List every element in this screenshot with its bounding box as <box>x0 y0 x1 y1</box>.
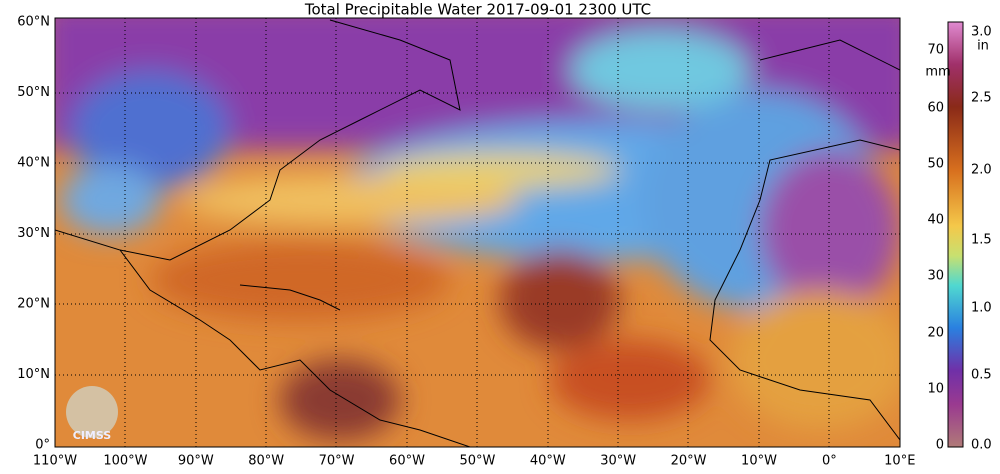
lat-label: 0° <box>35 438 50 453</box>
lon-label: 100°W <box>103 454 147 469</box>
lon-label: 10°W <box>741 454 777 469</box>
mm-label: 50 <box>927 157 944 172</box>
in-label: 1.0 <box>971 301 992 316</box>
lon-label: 90°W <box>178 454 214 469</box>
colorbar-mm-unit: mm <box>925 65 950 80</box>
in-label: 3.0 <box>971 25 992 40</box>
lon-label: 40°W <box>530 454 566 469</box>
mm-label: 40 <box>927 213 944 228</box>
mm-label: 10 <box>927 382 944 397</box>
lat-label: 10°N <box>17 367 50 382</box>
lon-labels: 110°W 100°W 90°W 80°W 70°W 60°W 50°W 40°W 30°W 20… <box>33 454 916 469</box>
lon-label: 60°W <box>389 454 425 469</box>
lat-label: 20°N <box>17 297 50 312</box>
lon-label: 0° <box>822 454 837 469</box>
lon-label: 50°W <box>459 454 495 469</box>
mm-label: 30 <box>927 269 944 284</box>
lon-label: 80°W <box>248 454 284 469</box>
lon-label: 70°W <box>319 454 355 469</box>
graticule <box>55 18 900 447</box>
colorbar <box>947 21 964 448</box>
lat-label: 40°N <box>17 156 50 171</box>
lat-labels: 60°N 50°N 40°N 30°N 20°N 10°N 0° <box>17 15 50 453</box>
lon-label: 10°E <box>884 454 915 469</box>
mm-label: 20 <box>927 326 944 341</box>
logo-text: CIMSS <box>73 429 112 442</box>
tpw-field: CIMSS <box>55 18 900 447</box>
in-label: 2.0 <box>971 163 992 178</box>
in-label: 1.5 <box>971 233 992 248</box>
in-label: 0.5 <box>971 368 992 383</box>
mm-label: 0 <box>936 438 944 453</box>
mm-label: 70 <box>927 43 944 58</box>
in-label: 2.5 <box>971 91 992 106</box>
lat-label: 30°N <box>17 226 50 241</box>
logo-badge <box>66 386 118 438</box>
lon-label: 30°W <box>600 454 636 469</box>
lon-label: 20°W <box>671 454 707 469</box>
in-label: 0.0 <box>971 438 992 453</box>
lon-label: 110°W <box>33 454 77 469</box>
map-frame <box>54 17 901 448</box>
colorbar-in-unit: in <box>977 39 989 54</box>
mm-label: 60 <box>927 101 944 116</box>
lat-label: 50°N <box>17 85 50 100</box>
title: Total Precipitable Water 2017-09-01 2300… <box>304 1 651 19</box>
colorbar-labels: 70 60 50 40 30 20 10 0 3.0 2.5 2.0 1.5 1.0 0.5 0.0 <box>927 25 991 453</box>
lat-label: 60°N <box>17 15 50 30</box>
